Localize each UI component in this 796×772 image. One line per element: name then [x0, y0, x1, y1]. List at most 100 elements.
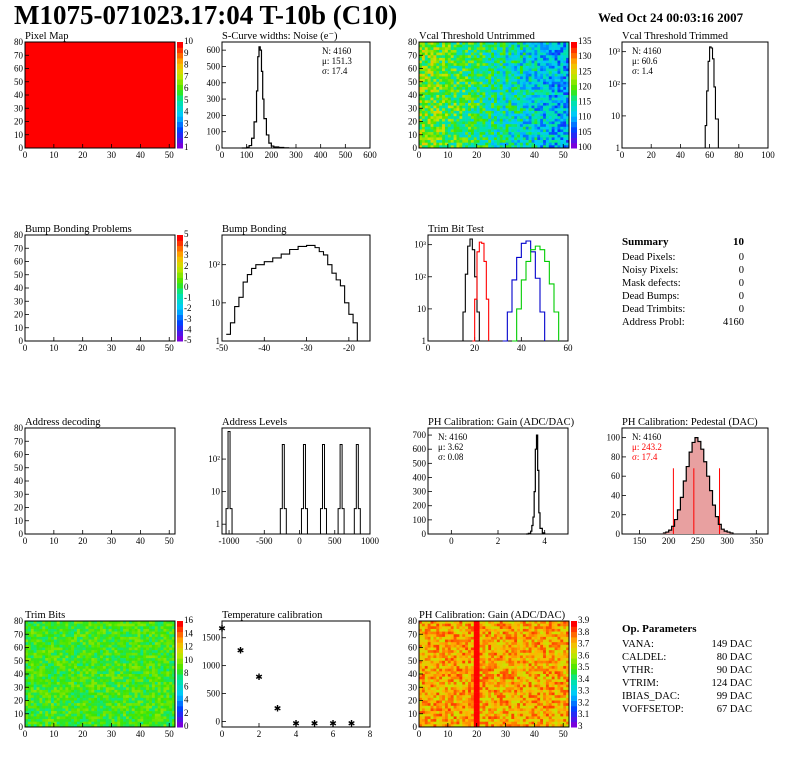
colorscale-segment: [177, 282, 183, 289]
heatmap-cell: [531, 108, 535, 112]
heatmap-cell: [45, 636, 49, 640]
heatmap-cell: [514, 71, 518, 75]
heatmap-cell: [45, 634, 49, 638]
heatmap-cell: [465, 63, 469, 67]
heatmap-cell: [114, 711, 118, 715]
heatmap-cell: [479, 121, 483, 125]
heatmap-cell: [543, 55, 547, 59]
heatmap-cell: [120, 626, 124, 630]
heatmap-cell: [163, 668, 167, 672]
heatmap-cell: [123, 716, 127, 720]
heatmap-cell: [172, 676, 176, 680]
heatmap-cell: [125, 650, 130, 654]
heatmap-cell: [125, 647, 130, 651]
heatmap-cell: [557, 79, 561, 83]
heatmap-cell: [111, 631, 115, 635]
heatmap-cell: [111, 716, 115, 720]
colorscale-segment: [571, 42, 577, 48]
heatmap-cell: [42, 634, 46, 638]
heatmap-cell: [456, 92, 460, 96]
heatmap-cell: [563, 140, 567, 143]
heatmap-cell: [433, 626, 437, 630]
heatmap-cell: [554, 81, 558, 85]
heatmap-cell: [465, 84, 469, 88]
heatmap-cell: [42, 684, 46, 688]
heatmap-cell: [102, 642, 107, 646]
heatmap-cell: [465, 631, 469, 635]
heatmap-cell: [482, 124, 486, 128]
heatmap-cell: [508, 95, 512, 98]
heatmap-cell: [97, 716, 101, 720]
heatmap-cell: [436, 76, 440, 80]
heatmap-cell: [531, 65, 535, 69]
heatmap-cell: [68, 639, 72, 643]
heatmap-cell: [56, 642, 60, 646]
heatmap-cell: [68, 703, 72, 707]
heatmap-cell: [517, 126, 521, 130]
heatmap-cell: [551, 71, 555, 75]
x-tick-label: 300: [289, 150, 303, 160]
heatmap-cell: [453, 63, 457, 67]
heatmap-cell: [485, 76, 489, 80]
heatmap-cell: [488, 142, 492, 146]
heatmap-cell: [545, 126, 550, 130]
heatmap-cell: [522, 134, 527, 138]
heatmap-cell: [482, 126, 486, 130]
colorscale-segment: [571, 116, 577, 122]
heatmap-cell: [421, 89, 426, 93]
heatmap-cell: [56, 639, 60, 643]
heatmap-cell: [470, 71, 475, 75]
heatmap-cell: [436, 52, 440, 56]
heatmap-cell: [50, 631, 55, 635]
heatmap-cell: [491, 76, 495, 80]
heatmap-cell: [496, 140, 501, 143]
heatmap-cell: [125, 687, 130, 691]
heatmap-cell: [59, 674, 63, 677]
heatmap-cell: [88, 687, 92, 691]
heatmap-cell: [473, 132, 477, 136]
heatmap-cell: [151, 674, 156, 677]
heatmap-cell: [421, 126, 426, 130]
heatmap-cell: [462, 621, 466, 624]
heatmap-cell: [511, 84, 515, 88]
y-tick-label: 0: [216, 716, 221, 726]
heatmap-cell: [462, 100, 466, 104]
heatmap-cell: [68, 668, 72, 672]
y-tick-label: 10: [408, 130, 418, 140]
heatmap-cell: [519, 142, 524, 146]
heatmap-cell: [485, 71, 489, 75]
heatmap-cell: [442, 621, 446, 624]
heatmap-cell: [499, 105, 503, 109]
heatmap-cell: [442, 132, 446, 136]
heatmap-cell: [494, 55, 498, 59]
heatmap-cell: [488, 134, 492, 138]
heatmap-cell: [427, 76, 431, 80]
heatmap-cell: [76, 666, 81, 669]
heatmap-cell: [540, 116, 544, 120]
heatmap-cell: [476, 100, 480, 104]
heatmap-cell: [519, 60, 524, 64]
heatmap-cell: [120, 721, 124, 725]
heatmap-cell: [146, 721, 150, 725]
heatmap-cell: [557, 73, 561, 77]
heatmap-cell: [123, 626, 127, 630]
x-tick-label: 40: [136, 343, 146, 353]
heatmap-cell: [540, 140, 544, 143]
heatmap-cell: [33, 705, 37, 709]
heatmap-cell: [439, 118, 443, 122]
heatmap-cell: [97, 668, 101, 672]
heatmap-cell: [560, 84, 564, 88]
heatmap-cell: [433, 140, 437, 143]
heatmap-cell: [430, 102, 434, 106]
heatmap-cell: [566, 129, 570, 133]
heatmap-cell: [557, 89, 561, 93]
heatmap-cell: [65, 687, 69, 691]
heatmap-cell: [540, 628, 544, 632]
heatmap-cell: [45, 631, 49, 635]
heatmap-cell: [491, 49, 495, 53]
heatmap-cell: [444, 134, 449, 138]
heatmap-cell: [36, 697, 40, 701]
heatmap-cell: [100, 684, 104, 688]
heatmap-cell: [48, 684, 52, 688]
heatmap-cell: [157, 689, 161, 693]
